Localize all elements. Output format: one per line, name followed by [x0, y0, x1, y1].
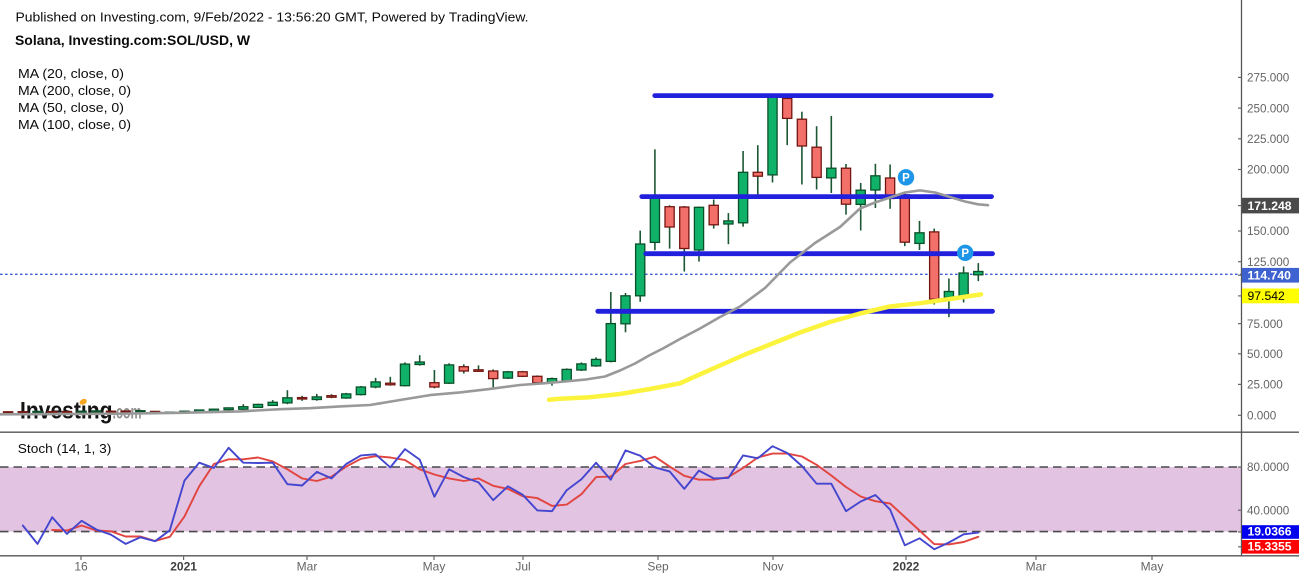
svg-text:16: 16 — [74, 560, 88, 574]
svg-text:May: May — [423, 560, 446, 574]
svg-text:80.0000: 80.0000 — [1247, 461, 1290, 474]
svg-text:2021: 2021 — [170, 560, 197, 574]
svg-text:275.000: 275.000 — [1247, 72, 1290, 85]
svg-text:Mar: Mar — [297, 560, 318, 574]
svg-text:MA (200, close, 0): MA (200, close, 0) — [18, 83, 131, 98]
svg-text:Sep: Sep — [647, 560, 669, 574]
svg-text:Nov: Nov — [762, 560, 783, 574]
svg-text:Mar: Mar — [1026, 560, 1047, 574]
svg-text:MA (100, close, 0): MA (100, close, 0) — [18, 117, 131, 132]
svg-text:40.0000: 40.0000 — [1247, 504, 1290, 517]
svg-text:75.000: 75.000 — [1247, 318, 1283, 331]
svg-text:125.000: 125.000 — [1247, 256, 1290, 269]
svg-text:225.000: 225.000 — [1247, 133, 1290, 146]
svg-text:P: P — [961, 248, 969, 260]
svg-text:Solana, Investing.com:SOL/USD,: Solana, Investing.com:SOL/USD, W — [15, 33, 250, 48]
svg-text:200.000: 200.000 — [1247, 164, 1290, 177]
svg-text:MA (20, close, 0): MA (20, close, 0) — [18, 66, 124, 81]
svg-text:May: May — [1141, 560, 1164, 574]
svg-text:MA (50, close, 0): MA (50, close, 0) — [18, 100, 124, 115]
svg-text:50.000: 50.000 — [1247, 348, 1283, 361]
svg-text:250.000: 250.000 — [1247, 102, 1290, 115]
svg-text:2022: 2022 — [893, 560, 920, 574]
svg-text:25.000: 25.000 — [1247, 379, 1283, 392]
svg-text:P: P — [902, 173, 910, 185]
svg-text:150.000: 150.000 — [1247, 225, 1290, 238]
svg-text:15.3355: 15.3355 — [1248, 539, 1292, 553]
svg-text:Published on Investing.com, 9/: Published on Investing.com, 9/Feb/2022 -… — [16, 10, 529, 25]
svg-text:Jul: Jul — [515, 560, 530, 574]
svg-text:19.0366: 19.0366 — [1248, 525, 1292, 539]
svg-text:Stoch (14, 1, 3): Stoch (14, 1, 3) — [18, 441, 111, 456]
svg-text:0.000: 0.000 — [1247, 410, 1277, 423]
svg-text:171.248: 171.248 — [1248, 199, 1292, 213]
svg-text:114.740: 114.740 — [1248, 268, 1292, 282]
svg-text:97.542: 97.542 — [1248, 289, 1285, 303]
